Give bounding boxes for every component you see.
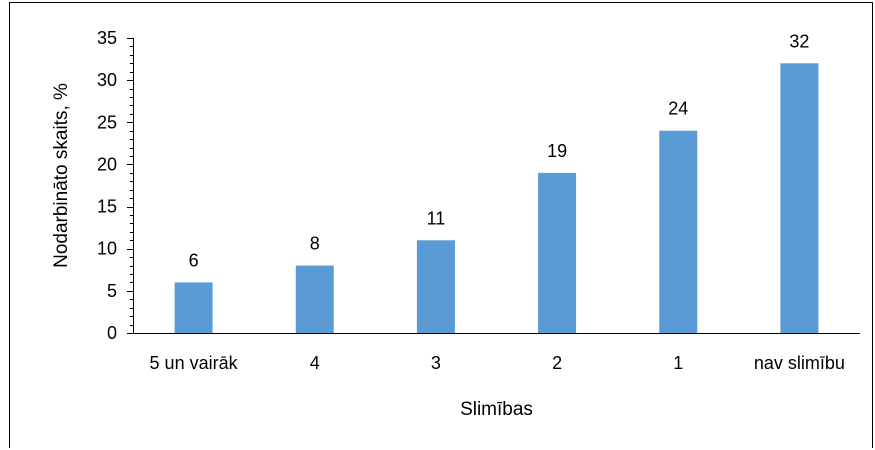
bar	[659, 130, 698, 333]
x-tick-label: 3	[431, 353, 441, 373]
x-tick-label: 5 un vairāk	[150, 353, 239, 373]
bar	[780, 63, 819, 334]
data-label: 11	[427, 208, 446, 228]
x-tick-label: nav slimību	[754, 353, 845, 373]
data-labels: 6 8 11 19 24 32	[189, 31, 810, 270]
data-label: 8	[310, 234, 320, 254]
y-tick-label: 20	[97, 154, 117, 174]
data-label: 24	[668, 99, 688, 119]
y-tick-label: 30	[97, 70, 117, 90]
bar	[538, 172, 577, 333]
y-axis-ticks: 0 5 10 15 20 25 30 35	[97, 28, 133, 343]
y-tick-label: 25	[97, 112, 117, 132]
x-axis-tick-labels: 5 un vairāk 4 3 2 1 nav slimību	[150, 353, 845, 373]
x-axis-title: Slimības	[460, 399, 533, 420]
y-tick-label: 0	[107, 323, 117, 343]
bar	[416, 240, 455, 333]
x-tick-label: 2	[552, 353, 562, 373]
y-tick-label: 5	[107, 281, 117, 301]
data-label: 19	[547, 141, 567, 161]
y-tick-label: 35	[97, 28, 117, 48]
data-label: 6	[189, 250, 199, 270]
y-axis-title: Nodarbināto skaits, %	[51, 83, 72, 268]
bar	[174, 282, 213, 333]
y-tick-label: 10	[97, 239, 117, 259]
bar	[295, 265, 334, 333]
x-tick-label: 4	[310, 353, 320, 373]
y-tick-label: 15	[97, 197, 117, 217]
x-tick-label: 1	[673, 353, 683, 373]
bars	[174, 63, 819, 334]
data-label: 32	[789, 31, 809, 51]
